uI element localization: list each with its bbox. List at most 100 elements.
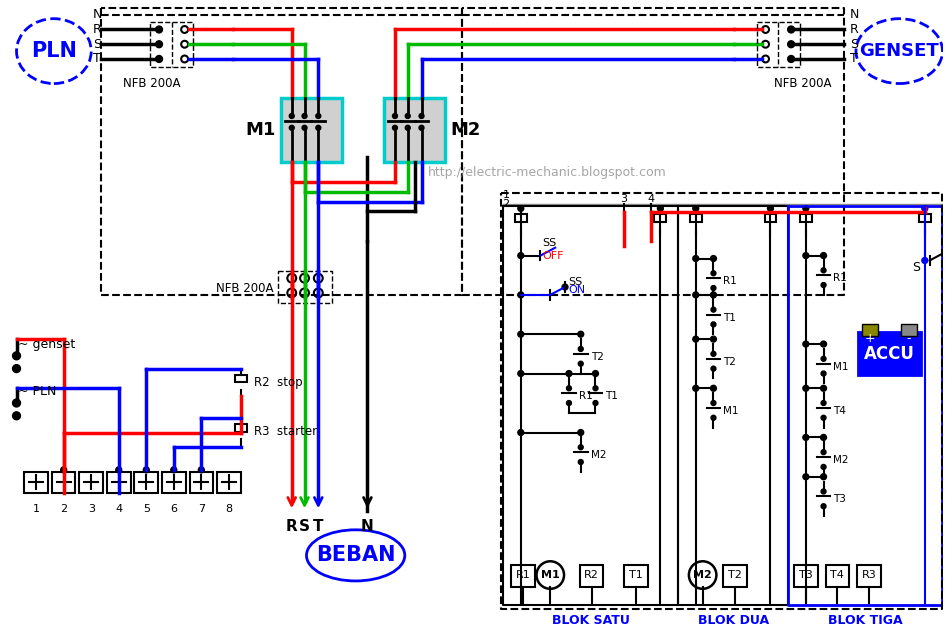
Circle shape [821,489,825,494]
Circle shape [565,371,571,376]
Circle shape [820,474,825,480]
Bar [162,472,186,494]
Circle shape [710,307,715,312]
Text: R: R [93,23,102,36]
Circle shape [692,336,698,342]
Bar [217,472,241,494]
Text: T1: T1 [628,570,642,580]
Text: N: N [361,519,373,534]
Text: R1: R1 [578,391,592,401]
Text: T2: T2 [590,352,603,362]
Bar [79,472,103,494]
Circle shape [302,126,307,130]
Text: T2: T2 [723,357,735,367]
Text: R: R [849,23,858,36]
Bar [799,214,811,222]
Circle shape [577,430,583,435]
Bar [510,565,534,587]
Text: SS: SS [567,277,582,287]
Circle shape [419,126,424,130]
Circle shape [302,114,307,119]
Circle shape [315,126,321,130]
Circle shape [315,114,321,119]
Text: ~ PLN: ~ PLN [18,385,57,398]
Circle shape [517,430,524,435]
Text: ON: ON [567,285,585,295]
Text: 3: 3 [620,193,626,203]
Circle shape [12,399,20,407]
Text: 4: 4 [646,193,653,203]
Circle shape [921,205,926,212]
Text: T1: T1 [723,313,735,323]
Circle shape [787,55,794,62]
Text: T4: T4 [829,570,843,580]
Circle shape [820,435,825,440]
Circle shape [710,292,716,298]
Text: ACCU: ACCU [863,345,914,363]
Bar [689,214,701,222]
Circle shape [592,401,597,406]
Circle shape [578,445,583,450]
Circle shape [821,371,825,376]
Circle shape [692,386,698,391]
Circle shape [802,435,808,440]
Circle shape [710,271,715,276]
Text: BEBAN: BEBAN [315,545,395,565]
Circle shape [802,474,808,480]
Text: M2: M2 [590,450,605,460]
Bar [824,565,848,587]
Circle shape [821,283,825,288]
Text: N: N [849,8,859,21]
Bar [384,99,445,162]
Circle shape [692,256,698,261]
Bar [134,472,158,494]
Text: S: S [849,38,857,51]
Circle shape [820,341,825,347]
Text: S: S [299,519,309,534]
Circle shape [821,504,825,509]
Circle shape [565,386,571,391]
Circle shape [802,386,808,391]
Text: T2: T2 [727,570,742,580]
Text: 3: 3 [88,504,94,514]
Text: OFF: OFF [542,251,564,261]
Bar [793,565,817,587]
Circle shape [143,467,149,473]
Text: NFB 200A: NFB 200A [773,77,831,90]
Circle shape [821,465,825,469]
Text: R2  stop: R2 stop [254,376,303,389]
Circle shape [592,371,598,376]
Text: -: - [906,332,910,345]
Circle shape [710,401,715,406]
Text: M2: M2 [832,455,848,465]
Circle shape [517,292,524,298]
Text: T3: T3 [832,494,845,504]
Circle shape [802,205,808,212]
Circle shape [692,292,698,298]
Text: 1: 1 [32,504,40,514]
Bar [514,214,526,222]
Circle shape [787,26,794,33]
Circle shape [821,268,825,273]
Bar [234,424,247,431]
Text: R1: R1 [515,570,529,580]
Text: 8: 8 [225,504,232,514]
Circle shape [710,415,715,420]
Text: R3: R3 [861,570,875,580]
Bar [51,472,75,494]
Bar [861,325,877,336]
Text: NFB 200A: NFB 200A [124,77,181,90]
Circle shape [12,365,20,372]
Circle shape [802,341,808,347]
Circle shape [116,467,122,473]
Text: T: T [93,53,101,65]
Circle shape [405,126,409,130]
Circle shape [921,257,926,263]
Bar [857,332,920,376]
Text: 1: 1 [502,190,509,200]
Circle shape [392,126,397,130]
Text: S: S [911,261,919,274]
Text: 4: 4 [115,504,122,514]
Circle shape [787,41,794,48]
Circle shape [710,336,716,342]
